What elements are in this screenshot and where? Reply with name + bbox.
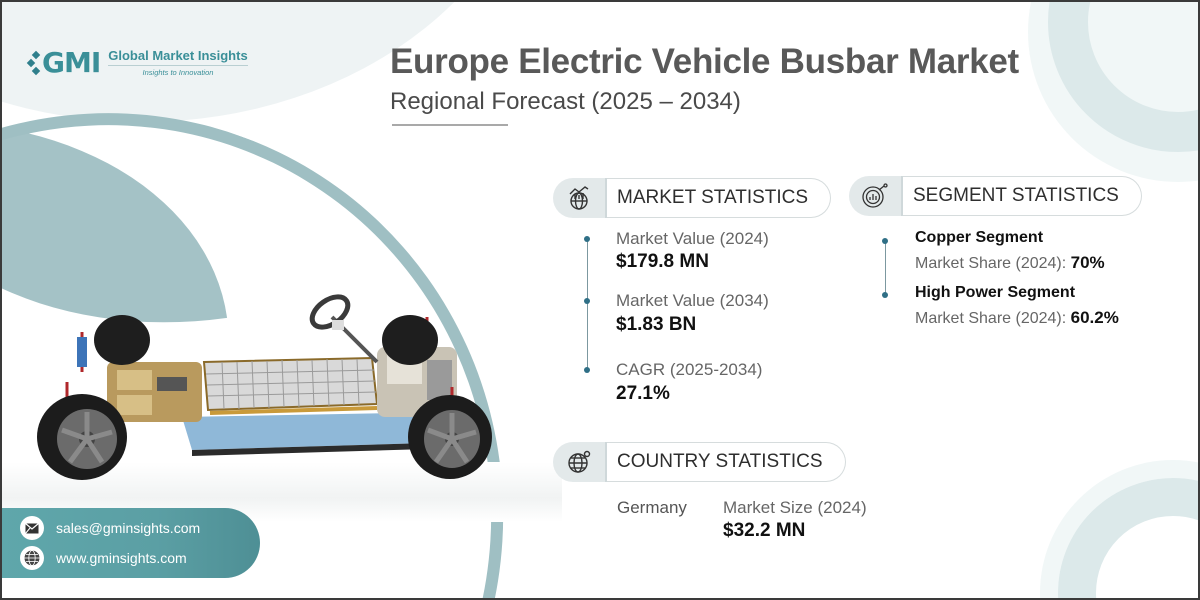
high-power-segment-share: Market Share (2024): 60.2% — [915, 308, 1119, 328]
timeline-dot — [882, 292, 888, 298]
cagr-value: 27.1% — [616, 383, 670, 404]
globe-icon — [20, 546, 44, 570]
country-name: Germany — [617, 498, 687, 517]
segment-statistics-header: SEGMENT STATISTICS — [849, 176, 1142, 216]
envelope-icon — [20, 516, 44, 540]
timeline-dot — [882, 238, 888, 244]
timeline-dot — [584, 298, 590, 304]
gmi-logo[interactable]: GMI Global Market Insights Insights to I… — [26, 46, 248, 79]
page-title: Europe Electric Vehicle Busbar Market — [390, 42, 1019, 81]
logo-letters: GMI — [42, 46, 101, 79]
target-chart-icon — [849, 176, 903, 216]
high-power-share-label: Market Share (2024): — [915, 310, 1067, 327]
brand-tagline: Insights to Innovation — [142, 68, 214, 77]
copper-share-label: Market Share (2024): — [915, 255, 1067, 272]
battery-pack — [202, 356, 379, 415]
country-statistics-heading: COUNTRY STATISTICS — [607, 442, 846, 482]
cagr-label: CAGR (2025-2034) — [616, 360, 763, 379]
title-divider — [392, 124, 508, 126]
contact-panel: sales@gminsights.com www.gminsights.com — [2, 508, 260, 578]
market-statistics-heading: MARKET STATISTICS — [607, 178, 832, 218]
diamond-icon — [26, 50, 41, 76]
website-link[interactable]: www.gminsights.com — [56, 550, 187, 566]
globe-pin-icon — [553, 442, 607, 482]
email-link[interactable]: sales@gminsights.com — [56, 520, 201, 536]
market-value-2034-value: $1.83 BN — [616, 314, 697, 335]
country-market-size-value: $32.2 MN — [723, 520, 806, 541]
timeline-dot — [584, 367, 590, 373]
market-statistics-header: MARKET STATISTICS — [553, 178, 832, 218]
page-subtitle: Regional Forecast (2025 – 2034) — [390, 88, 741, 115]
high-power-share-value: 60.2% — [1070, 308, 1119, 327]
segment-statistics-heading: SEGMENT STATISTICS — [903, 176, 1142, 216]
market-value-2034-label: Market Value (2034) — [616, 291, 769, 310]
country-market-size-label: Market Size (2024) — [723, 498, 867, 517]
country-statistics-header: COUNTRY STATISTICS — [553, 442, 846, 482]
logo-text: Global Market Insights Insights to Innov… — [108, 48, 248, 77]
email-contact[interactable]: sales@gminsights.com — [20, 516, 200, 540]
brand-name: Global Market Insights — [108, 48, 248, 66]
website-contact[interactable]: www.gminsights.com — [20, 546, 187, 570]
copper-segment-name: Copper Segment — [915, 229, 1044, 246]
globe-chart-icon — [553, 178, 607, 218]
market-value-2024-value: $179.8 MN — [616, 251, 709, 272]
high-power-segment-name: High Power Segment — [915, 284, 1076, 301]
ev-chassis-illustration — [37, 294, 492, 480]
copper-segment-share: Market Share (2024): 70% — [915, 253, 1105, 273]
background-ring-bottom-right — [1058, 478, 1198, 598]
market-value-2024-label: Market Value (2024) — [616, 229, 769, 248]
timeline-dot — [584, 236, 590, 242]
copper-share-value: 70% — [1070, 253, 1105, 272]
logo-mark: GMI — [26, 46, 101, 79]
